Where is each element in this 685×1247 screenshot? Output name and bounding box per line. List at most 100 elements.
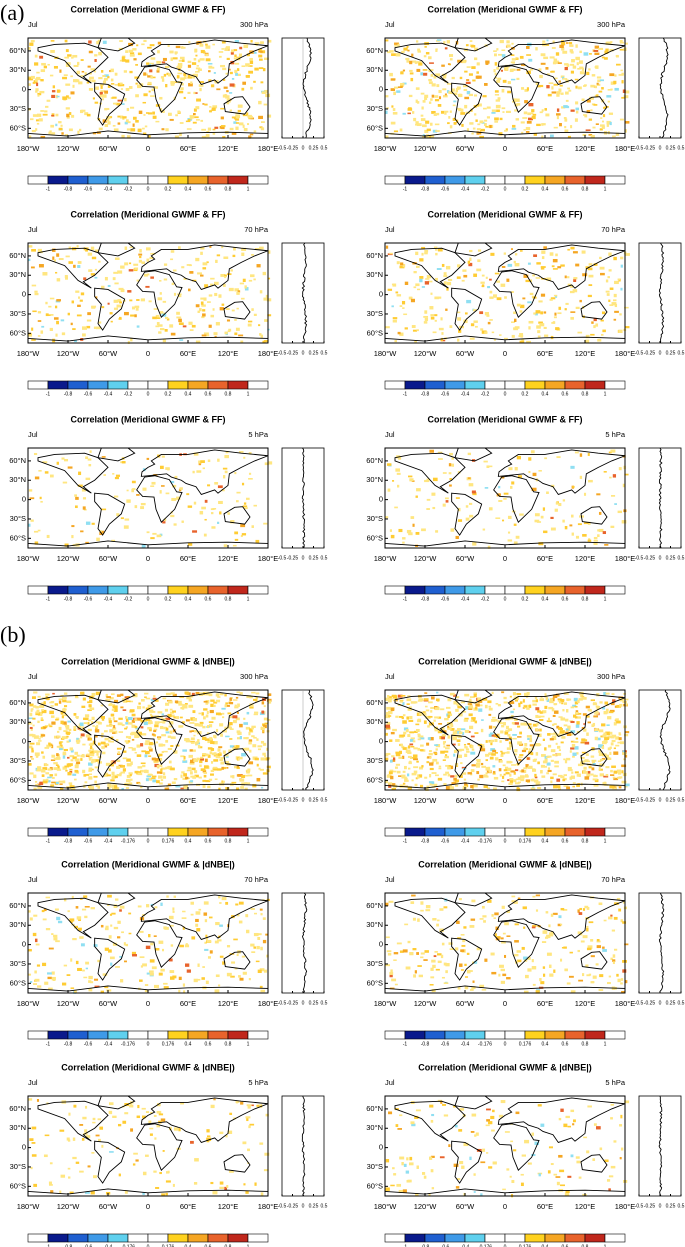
correlation-patch — [524, 744, 527, 747]
colorbar-label: 0.2 — [522, 391, 529, 397]
correlation-patch — [443, 962, 447, 966]
correlation-patch — [131, 747, 136, 751]
correlation-patch — [163, 278, 168, 281]
correlation-patch — [430, 316, 435, 320]
colorbar-box — [147, 1030, 169, 1040]
correlation-patch — [219, 924, 223, 927]
correlation-patch — [248, 977, 251, 981]
correlation-patch — [505, 67, 508, 71]
correlation-patch — [169, 730, 173, 734]
correlation-patch — [546, 39, 549, 42]
correlation-patch — [604, 50, 609, 54]
correlation-patch — [425, 787, 429, 791]
correlation-patch — [95, 691, 101, 696]
correlation-patch — [519, 770, 523, 773]
correlation-patch — [430, 98, 433, 101]
correlation-patch — [171, 497, 177, 501]
correlation-patch — [408, 719, 414, 722]
correlation-patch — [434, 296, 439, 300]
correlation-patch — [391, 53, 396, 56]
correlation-patch — [153, 695, 156, 698]
correlation-patch — [182, 910, 186, 913]
correlation-patch — [75, 716, 79, 719]
correlation-patch — [433, 783, 438, 787]
correlation-patch — [540, 293, 546, 297]
correlation-patch — [574, 771, 579, 774]
correlation-patch — [613, 916, 618, 920]
correlation-patch — [90, 745, 93, 749]
correlation-patch — [387, 710, 393, 715]
correlation-patch — [477, 778, 480, 781]
group-label: (a) — [0, 0, 24, 25]
correlation-patch — [501, 775, 505, 779]
correlation-patch — [162, 521, 166, 524]
correlation-patch — [214, 292, 218, 297]
correlation-patch — [618, 786, 622, 789]
correlation-patch — [28, 973, 32, 976]
correlation-patch — [63, 458, 69, 462]
correlation-patch — [446, 706, 451, 709]
correlation-patch — [145, 697, 151, 700]
correlation-patch — [465, 44, 469, 47]
correlation-patch — [414, 783, 418, 787]
correlation-patch — [89, 737, 93, 741]
correlation-patch — [113, 720, 118, 723]
correlation-patch — [513, 311, 517, 315]
map-y-tick-label: 60°S — [367, 123, 383, 132]
correlation-patch — [36, 71, 40, 74]
correlation-patch — [556, 115, 559, 120]
correlation-patch — [487, 700, 492, 704]
correlation-patch — [476, 759, 481, 761]
correlation-patch — [266, 765, 271, 769]
correlation-patch — [435, 698, 440, 702]
correlation-patch — [36, 742, 41, 746]
correlation-patch — [407, 745, 411, 749]
correlation-patch — [434, 319, 437, 322]
correlation-patch — [165, 128, 169, 132]
correlation-patch — [190, 913, 194, 916]
correlation-patch — [389, 973, 393, 978]
correlation-patch — [604, 701, 609, 705]
correlation-patch — [557, 698, 562, 700]
correlation-patch — [162, 721, 166, 724]
correlation-patch — [59, 69, 62, 73]
correlation-patch — [111, 775, 116, 779]
correlation-patch — [89, 747, 93, 750]
correlation-patch — [94, 985, 100, 988]
colorbar-label: -1 — [46, 186, 51, 192]
correlation-patch — [610, 769, 613, 773]
correlation-patch — [567, 769, 573, 772]
correlation-patch — [518, 335, 524, 338]
correlation-patch — [424, 281, 430, 285]
correlation-patch — [218, 55, 222, 58]
correlation-patch — [41, 709, 44, 712]
correlation-patch — [575, 711, 579, 715]
correlation-patch — [84, 905, 90, 908]
correlation-patch — [389, 759, 393, 763]
profile-x-tick-label: 0.5 — [678, 350, 685, 356]
profile-x-tick-label: -0.25 — [287, 350, 299, 356]
colorbar-box — [87, 380, 109, 390]
correlation-patch — [29, 772, 34, 775]
correlation-patch — [192, 710, 196, 714]
correlation-patch — [28, 245, 33, 248]
correlation-patch — [97, 722, 102, 725]
correlation-patch — [266, 954, 269, 958]
correlation-patch — [392, 695, 398, 699]
correlation-patch — [464, 782, 467, 786]
correlation-patch — [392, 319, 397, 323]
correlation-patch — [251, 735, 255, 738]
correlation-patch — [258, 54, 263, 58]
correlation-patch — [267, 314, 272, 317]
correlation-patch — [102, 40, 107, 44]
correlation-patch — [442, 503, 446, 507]
correlation-patch — [228, 328, 232, 332]
correlation-patch — [124, 727, 128, 730]
correlation-patch — [105, 698, 109, 701]
correlation-patch — [219, 723, 224, 727]
correlation-patch — [431, 492, 436, 496]
correlation-patch — [30, 519, 34, 522]
correlation-patch — [523, 747, 527, 751]
correlation-patch — [241, 482, 245, 486]
correlation-patch — [526, 707, 530, 710]
